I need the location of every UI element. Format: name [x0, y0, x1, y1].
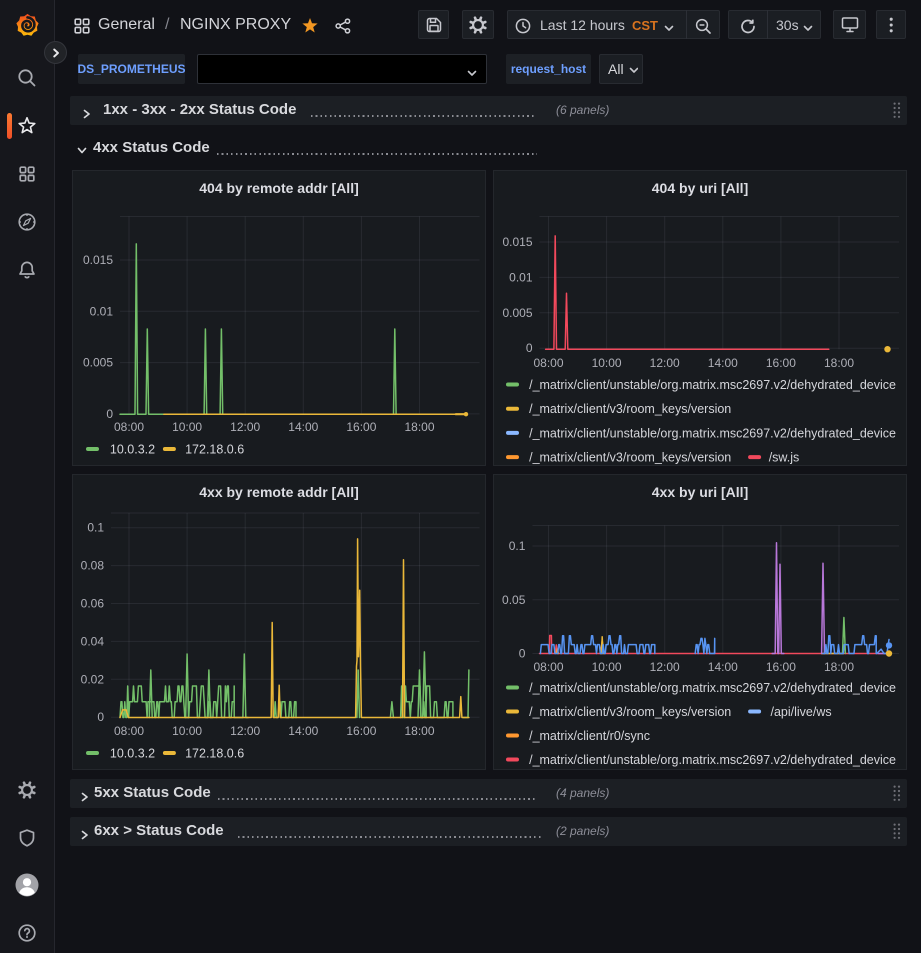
svg-text:12:00: 12:00 [230, 724, 260, 738]
svg-text:/_matrix/client/r0/sync: /_matrix/client/r0/sync [529, 729, 650, 743]
svg-text:16:00: 16:00 [766, 356, 796, 370]
svg-text:0.1: 0.1 [509, 539, 526, 553]
svg-text:404 by remote addr [All]: 404 by remote addr [All] [199, 180, 359, 196]
svg-text:0.08: 0.08 [81, 559, 105, 573]
svg-text:10:00: 10:00 [172, 420, 202, 434]
svg-text:/_matrix/client/v3/room_keys/v: /_matrix/client/v3/room_keys/version [529, 451, 731, 465]
svg-text:/_matrix/client/unstable/org.m: /_matrix/client/unstable/org.matrix.msc2… [529, 378, 896, 392]
svg-text:0: 0 [97, 710, 104, 724]
svg-text:/_matrix/client/v3/room_keys/v: /_matrix/client/v3/room_keys/version [529, 402, 731, 416]
svg-text:18:00: 18:00 [824, 660, 854, 674]
svg-text:/api/live/ws: /api/live/ws [771, 705, 832, 719]
svg-text:18:00: 18:00 [824, 356, 854, 370]
svg-text:12:00: 12:00 [230, 420, 260, 434]
svg-text:0.04: 0.04 [81, 634, 105, 648]
svg-text:10:00: 10:00 [592, 660, 622, 674]
svg-text:/_matrix/client/unstable/org.m: /_matrix/client/unstable/org.matrix.msc2… [529, 426, 896, 440]
svg-text:10:00: 10:00 [592, 356, 622, 370]
svg-text:0: 0 [519, 647, 526, 661]
svg-text:/_matrix/client/unstable/org.m: /_matrix/client/unstable/org.matrix.msc2… [529, 753, 896, 767]
svg-text:404 by uri [All]: 404 by uri [All] [652, 180, 748, 196]
svg-text:0: 0 [106, 407, 113, 421]
svg-text:14:00: 14:00 [708, 660, 738, 674]
svg-text:14:00: 14:00 [708, 356, 738, 370]
svg-text:10:00: 10:00 [172, 724, 202, 738]
svg-text:0.015: 0.015 [502, 235, 532, 249]
svg-text:0.06: 0.06 [81, 597, 105, 611]
svg-text:16:00: 16:00 [766, 660, 796, 674]
svg-text:0: 0 [526, 341, 533, 355]
svg-text:0.05: 0.05 [502, 593, 526, 607]
svg-text:4xx by uri [All]: 4xx by uri [All] [652, 484, 748, 500]
svg-text:0.1: 0.1 [87, 521, 104, 535]
svg-text:/_matrix/client/unstable/org.m: /_matrix/client/unstable/org.matrix.msc2… [529, 681, 896, 695]
svg-text:/_matrix/client/v3/room_keys/v: /_matrix/client/v3/room_keys/version [529, 705, 731, 719]
svg-text:0.02: 0.02 [81, 672, 105, 686]
svg-text:0.01: 0.01 [509, 270, 533, 284]
svg-text:08:00: 08:00 [114, 420, 144, 434]
svg-text:18:00: 18:00 [404, 420, 434, 434]
svg-text:12:00: 12:00 [650, 660, 680, 674]
svg-text:0.01: 0.01 [90, 304, 114, 318]
svg-text:08:00: 08:00 [533, 356, 563, 370]
svg-text:172.18.0.6: 172.18.0.6 [185, 747, 244, 761]
svg-text:/sw.js: /sw.js [769, 451, 800, 465]
svg-text:0.015: 0.015 [83, 253, 113, 267]
svg-text:4xx by remote addr [All]: 4xx by remote addr [All] [199, 484, 359, 500]
svg-text:18:00: 18:00 [404, 724, 434, 738]
svg-text:08:00: 08:00 [114, 724, 144, 738]
svg-text:14:00: 14:00 [288, 724, 318, 738]
svg-text:08:00: 08:00 [533, 660, 563, 674]
svg-text:0.005: 0.005 [83, 356, 113, 370]
svg-text:14:00: 14:00 [288, 420, 318, 434]
svg-text:10.0.3.2: 10.0.3.2 [110, 747, 155, 761]
svg-text:16:00: 16:00 [346, 724, 376, 738]
svg-text:172.18.0.6: 172.18.0.6 [185, 443, 244, 457]
svg-text:16:00: 16:00 [346, 420, 376, 434]
svg-text:0.005: 0.005 [502, 306, 532, 320]
svg-text:12:00: 12:00 [650, 356, 680, 370]
svg-text:10.0.3.2: 10.0.3.2 [110, 443, 155, 457]
